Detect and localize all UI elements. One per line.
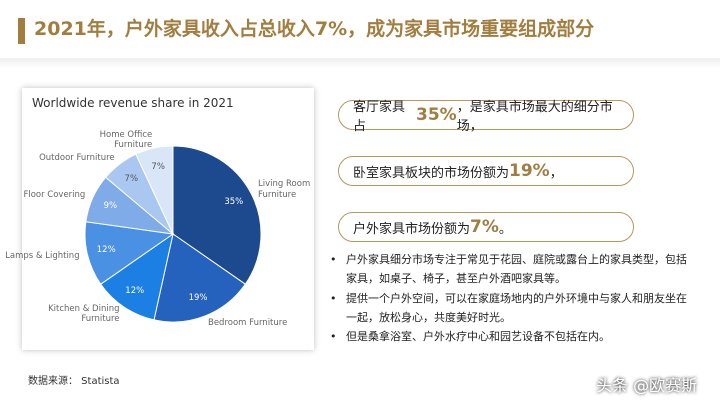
- value-label: 7%: [151, 161, 165, 172]
- bullet: 但是桑拿浴室、户外水疗中心和园艺设备不包括在内。: [330, 327, 696, 346]
- highlight-highlight: 35%: [415, 105, 457, 125]
- value-label: 9%: [103, 201, 118, 212]
- highlight-box: 户外家具市场份额为 7%。: [338, 212, 634, 242]
- source: 数据来源： Statista: [28, 376, 120, 387]
- highlight-before: 客厅家具占: [353, 100, 406, 134]
- pie-slice: [84, 221, 175, 285]
- highlight-before: 卧室家具板块的市场份额为: [353, 165, 510, 181]
- highlight-after: ，: [549, 165, 563, 181]
- category-label: Lamps & Lighting: [5, 251, 80, 262]
- bullet: 户外家具细分市场专注于常见于花园、庭院或露台上的家具类型，包括家具，如桌子、椅子…: [330, 250, 696, 288]
- value-label: 35%: [224, 197, 244, 208]
- highlight-before: 户外家具市场份额为: [353, 221, 471, 237]
- highlight-highlight: 19%: [509, 161, 550, 181]
- slide-title: 2021年，户外家具收入占总收入7%，成为家具市场重要组成部分: [34, 18, 595, 40]
- highlight-box: 卧室家具板块的市场份额为 19%，: [338, 156, 634, 186]
- value-label: 12%: [125, 285, 145, 296]
- highlight-highlight: 7%: [470, 217, 499, 237]
- highlight-box: 客厅家具占 35% ，是家具市场最大的细分市场，: [338, 100, 634, 134]
- title-bar: [18, 18, 25, 44]
- pie-slice: [135, 145, 174, 235]
- highlight-after: ，是家具市场最大的细分市场，: [456, 100, 613, 134]
- category-label: Bedroom Furniture: [208, 318, 288, 329]
- category-label: Outdoor Furniture: [39, 152, 115, 163]
- chart-title: Worldwide revenue share in 2021: [32, 96, 234, 110]
- pie-slice: [100, 232, 174, 321]
- bullet: 提供一个户外空间，可以在家庭场地内的户外环境中与家人和朋友坐在一起，放松身心，共…: [330, 289, 696, 327]
- highlight-after: 。: [498, 221, 512, 237]
- divider: [0, 58, 720, 68]
- value-label: 12%: [96, 244, 116, 255]
- value-label: 7%: [124, 174, 139, 185]
- category-label: Living Room Furniture: [258, 179, 311, 200]
- pie-slice: [172, 145, 262, 285]
- pie-slice: [153, 233, 246, 323]
- watermark: 头条 @欧赛斯: [596, 376, 698, 395]
- value-label: 19%: [188, 292, 208, 303]
- category-label: Floor Covering: [23, 189, 86, 200]
- category-label: Home Office Furniture: [99, 130, 153, 151]
- category-label: Kitchen & Dining Furniture: [48, 303, 120, 324]
